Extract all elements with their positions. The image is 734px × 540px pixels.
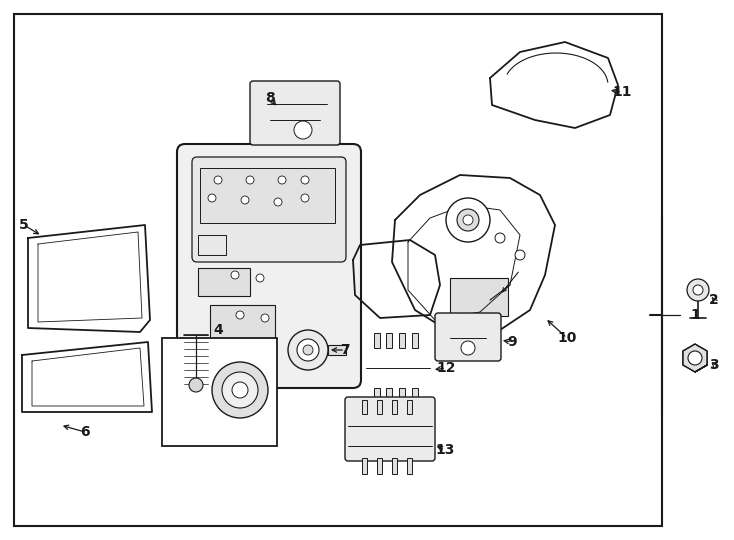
Bar bbox=[377, 400, 382, 414]
Text: 1: 1 bbox=[690, 308, 700, 322]
Text: 3: 3 bbox=[709, 358, 719, 372]
Circle shape bbox=[687, 279, 709, 301]
Bar bbox=[210, 305, 275, 343]
Circle shape bbox=[256, 274, 264, 282]
Bar bbox=[362, 458, 367, 474]
Bar bbox=[386, 333, 392, 348]
Bar bbox=[386, 388, 392, 403]
Circle shape bbox=[278, 176, 286, 184]
Polygon shape bbox=[453, 358, 483, 373]
Polygon shape bbox=[28, 225, 150, 332]
Polygon shape bbox=[353, 240, 440, 318]
Bar bbox=[198, 235, 226, 255]
Polygon shape bbox=[366, 348, 430, 388]
Text: 8: 8 bbox=[265, 91, 275, 105]
FancyBboxPatch shape bbox=[177, 144, 361, 388]
FancyBboxPatch shape bbox=[435, 313, 501, 361]
Text: 9: 9 bbox=[507, 335, 517, 349]
Bar bbox=[399, 388, 405, 403]
Polygon shape bbox=[275, 52, 305, 84]
FancyBboxPatch shape bbox=[250, 81, 340, 145]
Text: 2: 2 bbox=[709, 293, 719, 307]
Text: 4: 4 bbox=[213, 323, 223, 337]
Circle shape bbox=[212, 362, 268, 418]
Bar bbox=[377, 458, 382, 474]
Text: 11: 11 bbox=[612, 85, 632, 99]
Text: 13: 13 bbox=[435, 443, 454, 457]
Bar bbox=[374, 333, 380, 348]
Bar bbox=[392, 458, 397, 474]
FancyBboxPatch shape bbox=[192, 157, 346, 262]
Bar bbox=[407, 458, 412, 474]
Circle shape bbox=[246, 176, 254, 184]
Circle shape bbox=[294, 121, 312, 139]
Bar bbox=[450, 278, 508, 316]
Bar bbox=[412, 388, 418, 403]
Circle shape bbox=[463, 215, 473, 225]
Circle shape bbox=[189, 378, 203, 392]
Polygon shape bbox=[683, 344, 707, 372]
Circle shape bbox=[222, 372, 258, 408]
Bar bbox=[407, 400, 412, 414]
Circle shape bbox=[274, 198, 282, 206]
Text: 10: 10 bbox=[557, 331, 577, 345]
Polygon shape bbox=[490, 42, 618, 128]
Bar bbox=[162, 338, 277, 446]
Circle shape bbox=[446, 198, 490, 242]
Circle shape bbox=[461, 341, 475, 355]
Circle shape bbox=[297, 339, 319, 361]
Bar bbox=[412, 333, 418, 348]
Bar bbox=[362, 400, 367, 414]
Circle shape bbox=[688, 351, 702, 365]
Circle shape bbox=[236, 311, 244, 319]
Circle shape bbox=[231, 271, 239, 279]
Circle shape bbox=[214, 176, 222, 184]
Circle shape bbox=[457, 209, 479, 231]
Circle shape bbox=[208, 194, 216, 202]
Circle shape bbox=[301, 194, 309, 202]
Bar bbox=[399, 333, 405, 348]
Bar bbox=[198, 268, 250, 296]
Polygon shape bbox=[337, 102, 353, 117]
Circle shape bbox=[303, 345, 313, 355]
Bar bbox=[392, 400, 397, 414]
Circle shape bbox=[301, 176, 309, 184]
Circle shape bbox=[515, 250, 525, 260]
Polygon shape bbox=[237, 102, 253, 120]
Text: 6: 6 bbox=[80, 425, 90, 439]
Text: 12: 12 bbox=[436, 361, 456, 375]
Circle shape bbox=[232, 382, 248, 398]
Circle shape bbox=[241, 196, 249, 204]
Bar bbox=[374, 388, 380, 403]
Text: 5: 5 bbox=[19, 218, 29, 232]
Bar bbox=[14, 14, 662, 526]
Bar bbox=[200, 168, 335, 223]
Polygon shape bbox=[392, 175, 555, 335]
Circle shape bbox=[288, 330, 328, 370]
Bar bbox=[328, 345, 346, 355]
Circle shape bbox=[495, 233, 505, 243]
Circle shape bbox=[261, 314, 269, 322]
Circle shape bbox=[693, 285, 703, 295]
Polygon shape bbox=[22, 342, 152, 412]
Text: 7: 7 bbox=[340, 343, 350, 357]
FancyBboxPatch shape bbox=[345, 397, 435, 461]
